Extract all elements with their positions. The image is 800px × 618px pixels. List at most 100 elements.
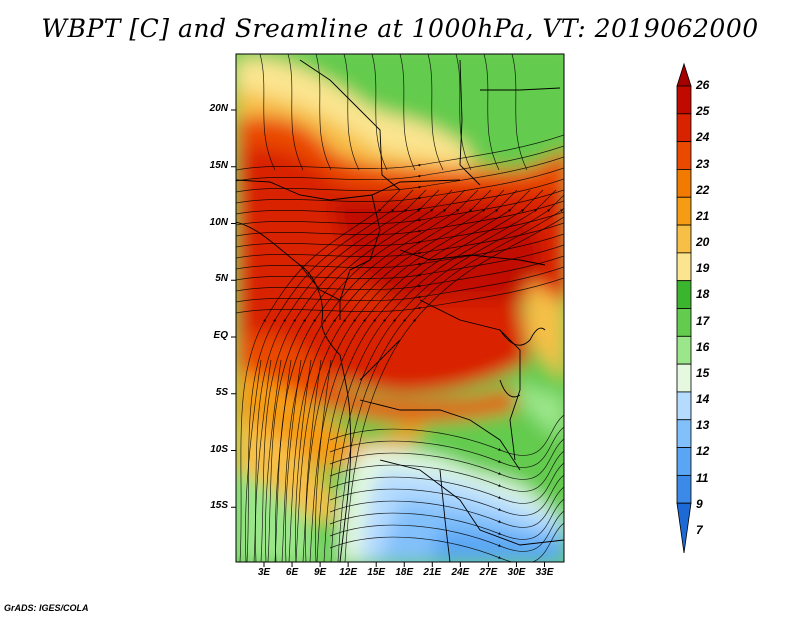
temperature-field [236, 54, 564, 562]
lon-tick-label: 6E [285, 567, 299, 578]
colorbar-label: 24 [696, 130, 710, 145]
colorbar-swatch [676, 169, 692, 198]
colorbar-bottom-arrow [676, 502, 692, 554]
lat-tick-label: 5N [215, 273, 228, 285]
streamline [236, 211, 564, 248]
streamline [455, 54, 472, 171]
colorbar-label: 19 [696, 261, 710, 276]
border-line [236, 179, 461, 201]
colorbar-label: 12 [696, 444, 710, 459]
streamline [305, 359, 322, 562]
streamline [329, 426, 564, 468]
border-line [499, 379, 521, 398]
streamline [329, 462, 564, 504]
streamline [315, 54, 332, 171]
map-frame [235, 53, 565, 563]
border-line [419, 299, 521, 461]
streamline [329, 486, 564, 528]
streamline [329, 414, 564, 456]
lon-tick-label: 33E [535, 567, 554, 578]
streamline [275, 359, 292, 562]
streamline [329, 498, 564, 540]
border-line [439, 469, 451, 562]
lat-tick-label: 15N [209, 159, 228, 171]
colorbar-label: 16 [696, 339, 710, 354]
colorbar-label: 14 [696, 392, 710, 407]
colorbar-swatch [676, 363, 692, 393]
colorbar-label: 17 [696, 313, 710, 328]
streamline [371, 54, 388, 171]
streamline [236, 178, 564, 215]
lat-tick-label: 15S [210, 500, 228, 512]
streamline [236, 222, 564, 259]
streamline [287, 54, 304, 171]
streamline [329, 450, 564, 492]
colorbar-swatch [676, 308, 692, 337]
lon-tick-label: 27E [479, 567, 498, 578]
colorbar-label: 13 [696, 418, 710, 433]
streamline [315, 359, 332, 562]
colorbar-swatch [676, 335, 692, 365]
streamline [344, 209, 564, 562]
colorbar-label: 26 [696, 78, 710, 92]
colorbar-label: 18 [696, 287, 710, 302]
border-line [399, 249, 546, 266]
streamline [236, 167, 564, 204]
colorbar-top-arrow [676, 62, 692, 87]
streamline [236, 134, 564, 171]
lon-tick-label: 15E [367, 567, 386, 578]
border-line [339, 194, 381, 320]
colorbar-swatch [676, 224, 692, 254]
streamline [259, 54, 276, 171]
colorbar-label: 15 [696, 365, 710, 380]
colorbar-label: 9 [696, 496, 703, 511]
streamline [427, 54, 444, 171]
streamline [343, 54, 360, 171]
colorbar-swatch [676, 447, 692, 476]
streamline [329, 510, 564, 552]
border-line [236, 221, 352, 562]
streamline [399, 54, 416, 171]
streamline [236, 255, 564, 292]
streamline [329, 522, 564, 562]
border-line [459, 59, 481, 186]
border-line [480, 87, 561, 91]
streamline [236, 244, 564, 281]
colorbar-swatch [676, 196, 692, 226]
lon-tick-label: 9E [313, 567, 327, 578]
colorbar-swatch [676, 252, 692, 282]
colorbar-swatch [676, 113, 692, 143]
lat-tick-label: 10N [209, 216, 228, 228]
border-line [299, 264, 341, 301]
colorbar-label: 25 [696, 104, 710, 119]
lon-tick-label: 30E [507, 567, 526, 578]
lon-tick-label: 21E [423, 567, 442, 578]
lat-tick-label: 20N [209, 103, 228, 114]
streamline [236, 233, 564, 270]
colorbar-swatch [676, 85, 692, 115]
border-line [499, 327, 546, 346]
streamline [236, 156, 564, 193]
streamline [295, 359, 312, 562]
lon-tick-label: 3E [257, 567, 271, 578]
lat-tick-label: 10S [210, 443, 228, 455]
grads-credit: GrADS: IGES/COLA [4, 603, 89, 613]
map-title: WBPT [C] and Sreamline at 1000hPa, VT: 2… [41, 14, 759, 43]
streamline [329, 438, 564, 480]
colorbar-swatch [676, 280, 692, 309]
streamline [329, 474, 564, 516]
lat-tick-label: EQ [213, 330, 228, 341]
border-line [379, 459, 564, 546]
streamline [511, 54, 528, 171]
colorbar-label: 7 [696, 523, 703, 537]
streamline [245, 359, 262, 562]
streamline [236, 266, 564, 303]
axis-ticks [231, 109, 545, 567]
streamline [483, 54, 500, 171]
colorbar-label: 21 [696, 208, 710, 223]
lon-tick-label: 12E [339, 567, 358, 578]
streamline [285, 359, 302, 562]
colorbar-swatch [676, 141, 692, 170]
colorbar [676, 62, 692, 554]
